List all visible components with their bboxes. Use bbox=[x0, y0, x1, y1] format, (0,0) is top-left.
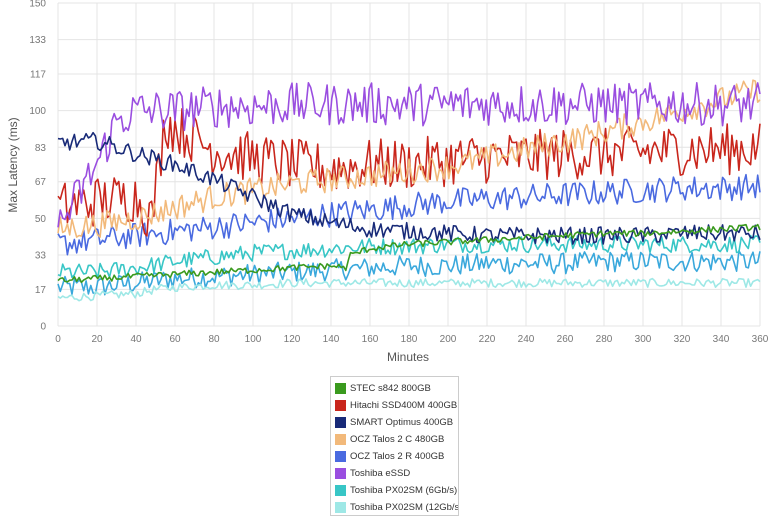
legend-swatch bbox=[335, 468, 346, 479]
legend-label: Hitachi SSD400M 400GB bbox=[350, 400, 458, 411]
series-line-8 bbox=[57, 250, 761, 296]
legend-item[interactable]: OCZ Talos 2 R 400GB bbox=[335, 448, 458, 465]
legend-swatch bbox=[335, 485, 346, 496]
x-tick-label: 300 bbox=[635, 334, 652, 345]
y-axis-title: Max Latency (ms) bbox=[6, 117, 20, 212]
x-tick-label: 120 bbox=[284, 334, 301, 345]
x-tick-label: 0 bbox=[55, 334, 61, 345]
y-tick-label: 0 bbox=[40, 322, 46, 333]
x-tick-label: 180 bbox=[401, 334, 418, 345]
y-tick-label: 67 bbox=[35, 177, 47, 188]
x-tick-label: 280 bbox=[596, 334, 613, 345]
legend-swatch bbox=[335, 417, 346, 428]
x-tick-label: 100 bbox=[245, 334, 262, 345]
x-tick-label: 320 bbox=[674, 334, 691, 345]
axis-ticks: 0 17 33 50 67 83 100 117 133 150 0 20 40 60 80 100 120 14… bbox=[29, 0, 768, 345]
x-tick-label: 260 bbox=[557, 334, 574, 345]
legend-item[interactable]: Toshiba eSSD bbox=[335, 465, 458, 482]
legend-label: SMART Optimus 400GB bbox=[350, 417, 454, 428]
x-tick-label: 20 bbox=[91, 334, 103, 345]
legend-item[interactable]: STEC s842 800GB bbox=[335, 380, 458, 397]
x-tick-label: 360 bbox=[752, 334, 769, 345]
legend-label: STEC s842 800GB bbox=[350, 383, 431, 394]
legend-item[interactable]: SMART Optimus 400GB bbox=[335, 414, 458, 431]
x-tick-label: 80 bbox=[208, 334, 220, 345]
latency-chart: 0 17 33 50 67 83 100 117 133 150 0 20 40 60 80 100 120 14… bbox=[6, 0, 769, 364]
y-tick-label: 83 bbox=[35, 143, 47, 154]
y-tick-label: 33 bbox=[35, 250, 47, 261]
y-tick-label: 17 bbox=[35, 285, 47, 296]
series-line-0 bbox=[57, 223, 761, 284]
legend-swatch bbox=[335, 400, 346, 411]
x-tick-label: 140 bbox=[323, 334, 340, 345]
legend: STEC s842 800GB Hitachi SSD400M 400GB SMAR… bbox=[330, 376, 459, 516]
y-tick-label: 50 bbox=[35, 214, 47, 225]
x-tick-label: 240 bbox=[518, 334, 535, 345]
legend-label: Toshiba eSSD bbox=[350, 468, 411, 479]
x-tick-label: 220 bbox=[479, 334, 496, 345]
legend-item[interactable]: OCZ Talos 2 C 480GB bbox=[335, 431, 458, 448]
series-line-3 bbox=[57, 79, 761, 238]
legend-swatch bbox=[335, 383, 346, 394]
series-line-4 bbox=[57, 173, 761, 256]
y-tick-label: 133 bbox=[29, 35, 46, 46]
series-line-5 bbox=[57, 82, 761, 228]
series-layer bbox=[57, 79, 761, 302]
legend-label: Toshiba PX02SM (12Gb/s)* bbox=[350, 502, 459, 513]
legend-item[interactable]: Hitachi SSD400M 400GB bbox=[335, 397, 458, 414]
legend-label: OCZ Talos 2 R 400GB bbox=[350, 451, 445, 462]
x-axis-title: Minutes bbox=[387, 350, 429, 364]
x-tick-label: 160 bbox=[362, 334, 379, 345]
series-line-2 bbox=[57, 131, 761, 245]
legend-item[interactable]: Toshiba PX02SM (6Gb/s) bbox=[335, 482, 458, 499]
legend-item[interactable]: Toshiba PX02SM (12Gb/s)* bbox=[335, 499, 459, 515]
x-tick-label: 60 bbox=[169, 334, 181, 345]
series-line-6 bbox=[57, 234, 761, 279]
x-tick-label: 340 bbox=[713, 334, 730, 345]
y-tick-label: 100 bbox=[29, 106, 46, 117]
legend-label: Toshiba PX02SM (6Gb/s) bbox=[350, 485, 458, 496]
legend-label: OCZ Talos 2 C 480GB bbox=[350, 434, 445, 445]
legend-swatch bbox=[335, 502, 346, 513]
x-tick-label: 40 bbox=[130, 334, 142, 345]
y-tick-label: 150 bbox=[29, 0, 46, 10]
x-tick-label: 200 bbox=[440, 334, 457, 345]
y-tick-label: 117 bbox=[30, 70, 46, 81]
series-line-7 bbox=[57, 277, 761, 302]
legend-swatch bbox=[335, 434, 346, 445]
legend-swatch bbox=[335, 451, 346, 462]
